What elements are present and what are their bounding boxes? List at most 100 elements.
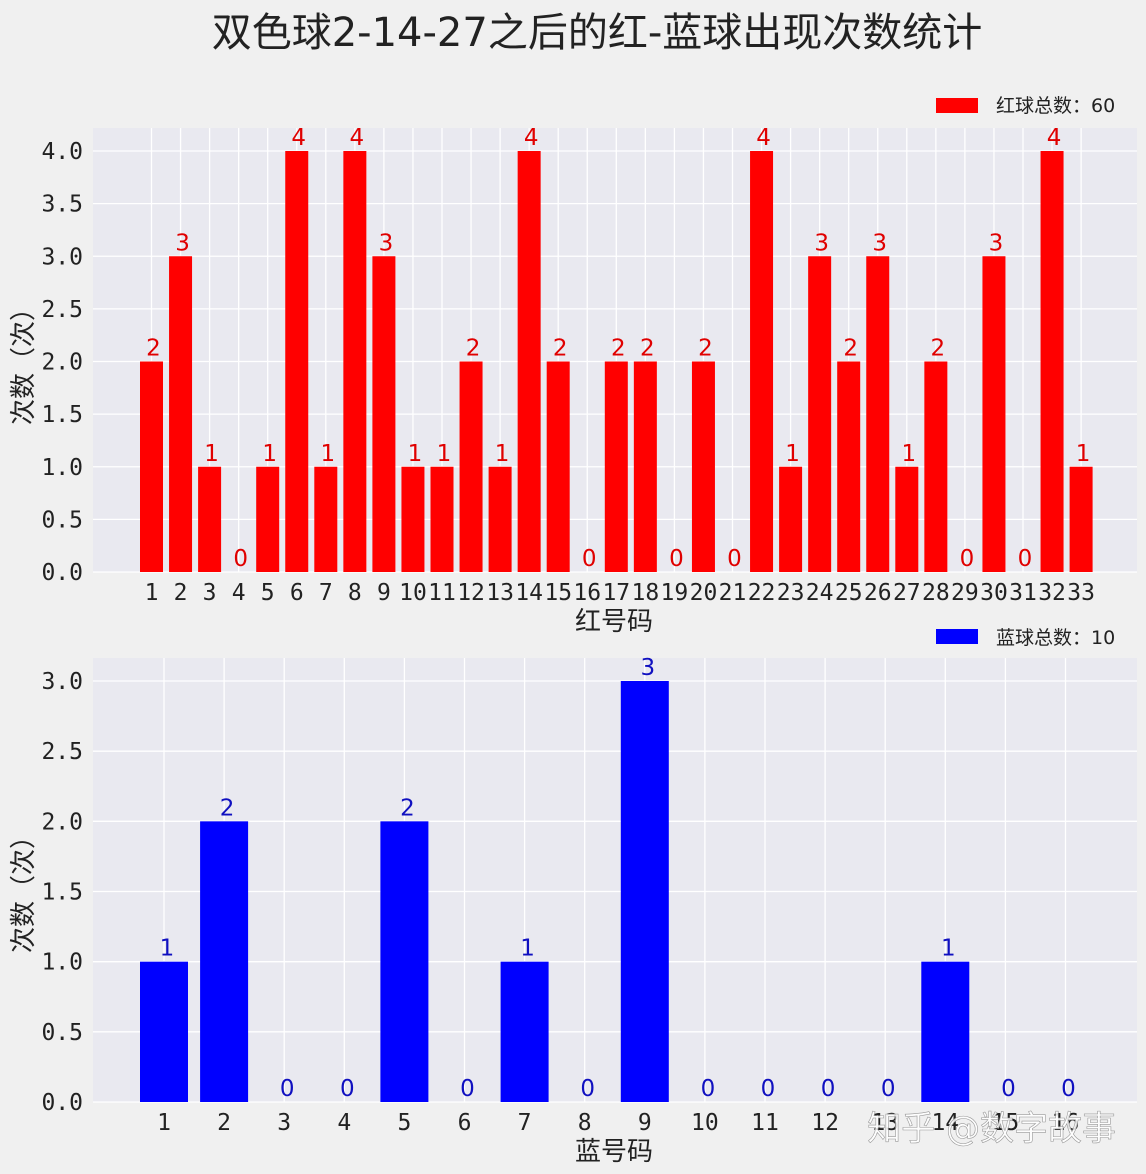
red-bar-label: 2	[611, 336, 626, 362]
blue-bar	[921, 961, 970, 1102]
blue-bar	[500, 961, 549, 1102]
red-y-tick-label: 4.0	[41, 139, 83, 165]
red-bar-label: 2	[146, 336, 161, 362]
red-x-axis-label: 红号码	[575, 607, 653, 637]
red-legend-label: 红球总数：60	[996, 95, 1115, 117]
red-bar	[430, 466, 454, 572]
red-x-tick-label: 30	[980, 580, 1008, 606]
red-bar-label: 3	[379, 230, 394, 256]
red-x-tick-label: 8	[348, 580, 362, 606]
blue-y-tick-label: 3.0	[41, 669, 83, 695]
red-bar	[169, 256, 193, 572]
red-bar-label: 3	[872, 230, 887, 256]
red-bar	[750, 151, 774, 572]
blue-legend-label: 蓝球总数：10	[996, 627, 1115, 649]
blue-bar-labels: 1 2 0 0 2 0 1 0 3 0 0 0 0 1 0 0	[160, 655, 1076, 1102]
red-x-tick-label: 1	[145, 580, 159, 606]
red-bar-label: 2	[640, 336, 655, 362]
red-x-tick-label: 9	[377, 580, 391, 606]
red-bar	[837, 361, 861, 572]
blue-bar-label: 0	[1061, 1076, 1076, 1102]
red-bar	[924, 361, 948, 572]
blue-bar-label: 0	[340, 1076, 355, 1102]
red-x-tick-label: 7	[319, 580, 333, 606]
red-x-tick-label: 31	[1009, 580, 1037, 606]
red-bar	[314, 466, 338, 572]
red-x-tick-label: 22	[748, 580, 776, 606]
blue-bar-label: 0	[280, 1076, 295, 1102]
red-x-tick-label: 20	[690, 580, 718, 606]
blue-y-ticks: 0.0 0.5 1.0 1.5 2.0 2.5 3.0	[41, 669, 83, 1116]
blue-bar-label: 2	[400, 795, 415, 821]
red-y-tick-label: 0.5	[41, 507, 83, 533]
red-bar	[633, 361, 657, 572]
red-legend: 红球总数：60	[936, 95, 1115, 117]
red-y-tick-label: 3.5	[41, 192, 83, 218]
red-x-tick-label: 6	[290, 580, 304, 606]
red-x-tick-label: 13	[486, 580, 514, 606]
blue-y-tick-label: 2.0	[41, 809, 83, 835]
red-bar-label: 2	[466, 336, 481, 362]
red-x-tick-label: 28	[922, 580, 950, 606]
red-bar	[285, 151, 309, 572]
red-bar-label: 3	[814, 230, 829, 256]
blue-x-axis-label: 蓝号码	[575, 1137, 653, 1167]
blue-bar-label: 3	[640, 655, 655, 681]
red-bar	[198, 466, 222, 572]
red-x-tick-label: 29	[951, 580, 979, 606]
blue-y-axis-label: 次数（次）	[9, 823, 39, 953]
red-bar-label: 0	[233, 546, 248, 572]
blue-bar	[140, 961, 188, 1102]
blue-x-tick-label: 2	[217, 1110, 231, 1136]
red-bar	[343, 151, 367, 572]
blue-plot-area	[93, 658, 1137, 1102]
blue-bar-label: 2	[220, 795, 235, 821]
red-bar	[1069, 466, 1093, 572]
blue-y-tick-label: 2.5	[41, 739, 83, 765]
blue-bar-label: 0	[821, 1076, 836, 1102]
red-legend-swatch	[936, 98, 978, 113]
red-x-tick-label: 12	[457, 580, 485, 606]
blue-x-tick-label: 9	[638, 1110, 652, 1136]
red-bar-label: 4	[1047, 125, 1062, 151]
blue-x-ticks: 1 2 3 4 5 6 7 8 9 10 11 12 13 14 15 16	[157, 1110, 1079, 1136]
red-x-tick-label: 19	[661, 580, 689, 606]
red-bar	[866, 256, 890, 572]
chart-title: 双色球2-14-27之后的红-蓝球出现次数统计	[212, 10, 983, 56]
blue-x-tick-label: 12	[811, 1110, 839, 1136]
red-x-tick-label: 3	[203, 580, 217, 606]
red-bar	[372, 256, 396, 572]
red-bar-label: 1	[785, 441, 800, 467]
blue-bar-label: 1	[520, 936, 535, 962]
red-bar-label: 0	[1018, 546, 1033, 572]
red-y-tick-label: 3.0	[41, 244, 83, 270]
red-bar-label: 1	[408, 441, 423, 467]
red-x-tick-label: 17	[602, 580, 630, 606]
red-y-tick-label: 0.0	[41, 560, 83, 586]
red-bar-label: 2	[553, 336, 568, 362]
blue-x-tick-label: 7	[518, 1110, 532, 1136]
blue-x-tick-label: 8	[578, 1110, 592, 1136]
red-bar	[140, 361, 163, 572]
red-x-tick-label: 18	[631, 580, 659, 606]
blue-legend: 蓝球总数：10	[936, 627, 1115, 649]
red-x-tick-label: 11	[428, 580, 456, 606]
red-bar	[808, 256, 832, 572]
red-bar-label: 1	[204, 441, 219, 467]
blue-x-tick-label: 10	[691, 1110, 719, 1136]
blue-bars	[140, 681, 970, 1102]
blue-bar-label: 0	[460, 1076, 475, 1102]
red-x-ticks: 1 2 3 4 5 6 7 8 9 10 11 12 13 14 15 16 17 18 19 20 21 22 23 24 2…	[145, 580, 1095, 606]
blue-x-tick-label: 6	[458, 1110, 472, 1136]
red-bar-label: 1	[262, 441, 277, 467]
red-x-tick-label: 4	[232, 580, 246, 606]
red-bar-label: 1	[320, 441, 335, 467]
blue-bar-label: 1	[941, 936, 956, 962]
blue-x-tick-label: 4	[337, 1110, 351, 1136]
red-x-tick-label: 25	[835, 580, 863, 606]
blue-x-tick-label: 5	[397, 1110, 411, 1136]
red-x-tick-label: 21	[719, 580, 747, 606]
red-bar	[256, 466, 280, 572]
